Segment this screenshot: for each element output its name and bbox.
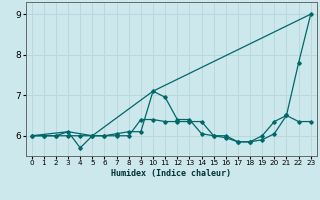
X-axis label: Humidex (Indice chaleur): Humidex (Indice chaleur) [111, 169, 231, 178]
